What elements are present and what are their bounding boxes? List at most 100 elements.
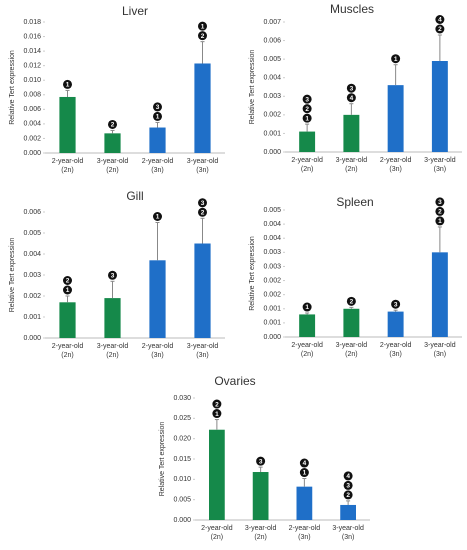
- x-tick-label: 2-year-old (2n): [51, 158, 84, 174]
- annotation-circle: [212, 409, 222, 419]
- y-tick-label: 0.020: [173, 436, 191, 443]
- annotation-circle: [198, 198, 207, 208]
- annotation: 3: [256, 456, 266, 466]
- annotation-circle: [435, 206, 445, 216]
- y-tick-label: 0.016: [23, 33, 41, 40]
- bar: [387, 311, 404, 337]
- annotation: 4: [346, 93, 356, 103]
- y-tick-label: 0.003: [263, 249, 281, 256]
- y-tick-label: 0.006: [23, 106, 41, 113]
- y-tick-label: 0.001: [23, 314, 41, 321]
- y-tick-label: 0.002: [263, 112, 281, 119]
- y-tick-label: 0.010: [23, 77, 41, 84]
- annotation-label: 2: [350, 299, 354, 306]
- annotation-circle: [198, 31, 207, 41]
- y-tick-label: 0.030: [173, 395, 191, 402]
- annotation-label: 1: [394, 56, 398, 63]
- bar: [209, 429, 225, 520]
- annotation-label: 2: [346, 492, 350, 499]
- y-tick-label: 0.001: [263, 320, 281, 327]
- chart-title: Ovaries: [214, 374, 255, 388]
- annotation-label: 1: [201, 23, 205, 30]
- annotation: 2: [435, 206, 445, 216]
- annotation: 3: [153, 102, 162, 112]
- annotation: 1: [435, 216, 445, 226]
- annotation-label: 3: [305, 96, 309, 103]
- bar: [194, 243, 211, 338]
- annotation-circle: [256, 456, 266, 466]
- annotation-circle: [302, 113, 312, 123]
- x-tick-label: 2-year-old (2n): [201, 525, 233, 541]
- y-axis-label: Relative Tert expression: [9, 50, 16, 125]
- annotation-label: 3: [350, 85, 354, 92]
- annotation-label: 2: [201, 33, 205, 40]
- x-tick-label: 2-year-old (2n): [291, 342, 323, 358]
- x-tick-label: 3-year-old (2n): [335, 342, 368, 358]
- annotation-circle: [391, 299, 401, 309]
- bar: [194, 63, 211, 153]
- y-tick-label: 0.004: [23, 121, 41, 128]
- y-axis-label: Relative Tert expression: [159, 422, 166, 497]
- y-tick-label: 0.025: [173, 415, 191, 422]
- y-tick-label: 0.005: [263, 207, 281, 214]
- y-tick-label: 0.001: [263, 130, 281, 137]
- y-tick-label: 0.001: [263, 306, 281, 313]
- annotation-circle: [302, 302, 312, 312]
- y-tick-label: 0.012: [23, 63, 41, 70]
- chart-title: Liver: [122, 4, 148, 18]
- annotation-circle: [435, 15, 445, 24]
- annotation-circle: [435, 216, 445, 226]
- annotation: 1: [153, 111, 162, 121]
- annotation-circle: [153, 212, 162, 221]
- annotation-circle: [153, 111, 162, 121]
- annotation-label: 4: [438, 17, 442, 24]
- annotation-circle: [299, 468, 309, 478]
- annotation-circle: [343, 480, 353, 490]
- y-tick-label: 0.004: [263, 75, 281, 82]
- annotation-circle: [63, 285, 72, 295]
- annotation: 3: [302, 94, 312, 104]
- bar: [59, 96, 76, 153]
- y-tick-label: 0.006: [23, 209, 41, 216]
- annotation: 2: [198, 207, 207, 217]
- annotation: 3: [435, 197, 445, 207]
- x-tick-label: 3-year-old (2n): [96, 343, 129, 359]
- y-tick-label: 0.014: [23, 48, 41, 55]
- y-axis-label: Relative Tert expression: [249, 236, 256, 311]
- x-tick-label: 2-year-old (2n): [291, 157, 323, 173]
- bar: [299, 131, 316, 152]
- y-axis-label: Relative Tert expression: [9, 238, 16, 313]
- annotation: 1: [302, 113, 312, 123]
- bar: [104, 133, 121, 153]
- annotation-label: 1: [305, 115, 309, 122]
- annotation-label: 2: [438, 209, 442, 216]
- y-tick-label: 0.004: [23, 251, 41, 258]
- x-tick-label: 3-year-old (3n): [424, 157, 456, 173]
- annotation-label: 2: [66, 278, 70, 285]
- annotation-label: 3: [201, 200, 205, 207]
- annotation-label: 3: [111, 273, 115, 280]
- annotation: 1: [153, 212, 162, 221]
- annotation-circle: [212, 399, 222, 409]
- y-tick-label: 0.005: [23, 230, 41, 237]
- bar: [431, 252, 448, 337]
- annotation: 3: [391, 299, 401, 309]
- annotation: 1: [302, 302, 312, 312]
- annotation: 1: [63, 285, 72, 295]
- annotation: 2: [63, 276, 72, 285]
- bar: [340, 504, 356, 520]
- chart-title: Muscles: [330, 2, 374, 16]
- annotation: 2: [302, 104, 312, 114]
- y-tick-label: 0.000: [23, 150, 41, 157]
- annotation-circle: [343, 490, 353, 500]
- annotation-label: 4: [303, 460, 307, 467]
- annotation-circle: [346, 296, 356, 306]
- annotation-circle: [63, 276, 72, 285]
- annotation: 4: [299, 458, 309, 468]
- annotation-label: 1: [438, 218, 442, 225]
- annotation: 2: [212, 399, 222, 409]
- annotation: 2: [108, 119, 117, 129]
- annotation-label: 3: [438, 199, 442, 206]
- annotation-circle: [346, 83, 356, 93]
